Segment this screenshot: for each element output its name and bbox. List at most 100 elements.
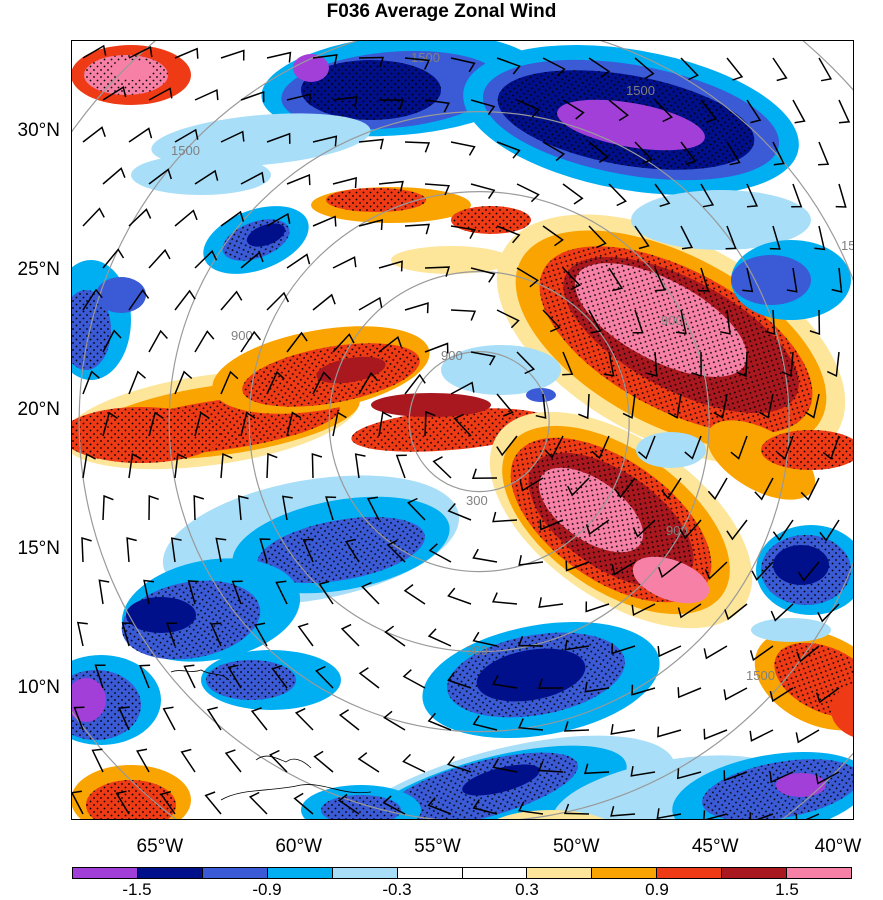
wind-barb [259, 538, 271, 563]
wind-barb [148, 87, 173, 101]
wind-barb [115, 790, 130, 815]
anomaly-region [126, 597, 196, 633]
wind-barb [516, 183, 540, 203]
range-ring [248, 191, 710, 653]
wind-barb [647, 351, 658, 377]
wind-barb [661, 477, 682, 500]
wind-barb [73, 706, 85, 731]
wind-barb [386, 539, 406, 563]
wind-barb [611, 561, 636, 576]
wind-barbs [71, 44, 851, 820]
wind-barb [772, 519, 794, 542]
wind-barb [736, 351, 748, 378]
wind-barb [610, 806, 636, 817]
wind-barb [332, 333, 355, 353]
wind-barb [776, 435, 794, 460]
wind-barb [318, 580, 334, 605]
wind-barb [496, 435, 518, 457]
wind-barb [313, 750, 334, 773]
colorbar-label: 1.5 [775, 880, 799, 899]
wind-barb [404, 57, 431, 70]
wind-barb [770, 603, 794, 622]
wind-barb [269, 749, 288, 773]
wind-barb [608, 99, 629, 122]
wind-barb [795, 813, 820, 820]
anomaly-region [773, 545, 829, 585]
wind-barb [248, 791, 268, 815]
wind-barb [384, 625, 406, 647]
wind-barb [378, 180, 404, 192]
colorbar-label: 0.9 [645, 880, 669, 899]
wind-barb [634, 225, 650, 250]
wind-barb [754, 477, 774, 501]
wind-barb [180, 748, 196, 773]
wind-barb [358, 371, 379, 395]
wind-barb [266, 212, 291, 227]
wind-barb [538, 597, 564, 608]
wind-barb [809, 309, 821, 336]
wind-barb [470, 183, 496, 200]
wind-barb [82, 44, 107, 59]
wind-barb [611, 643, 636, 655]
wind-barb [266, 132, 291, 144]
stippled-region [71, 407, 221, 463]
wind-barb [726, 141, 741, 166]
longitude-tick-label: 45°W [691, 836, 739, 857]
wind-barb [148, 411, 164, 437]
wind-barb [148, 494, 159, 521]
wind-barb [471, 468, 498, 479]
wind-barb [726, 57, 744, 81]
wind-barb [585, 601, 610, 613]
wind-barb [538, 760, 564, 773]
wind-barb [730, 435, 748, 460]
wind-barb [450, 381, 475, 395]
stippled-region [326, 188, 426, 212]
colorbar-label: -0.3 [382, 880, 412, 899]
wind-barb [562, 351, 574, 376]
wind-barb [578, 393, 590, 420]
wind-barb [312, 371, 332, 395]
wind-barb [193, 494, 205, 521]
colorbar-label: 0.3 [515, 880, 539, 899]
wind-barb [769, 771, 794, 784]
stippled-region [206, 660, 296, 700]
wind-barb [139, 664, 151, 689]
wind-barb [610, 723, 636, 735]
island-outline [255, 755, 312, 769]
colorbar-swatch [722, 868, 788, 878]
wind-barb [220, 49, 245, 61]
wind-barb [358, 667, 380, 689]
wind-barb [227, 664, 242, 689]
wind-barb [174, 453, 188, 479]
longitude-tick-label: 60°W [275, 836, 323, 857]
wind-barb [518, 555, 544, 566]
wind-barb [293, 792, 314, 815]
anomaly-region [632, 556, 710, 604]
range-ring-label: 900 [441, 348, 463, 363]
wind-barb [332, 256, 357, 269]
wind-barb [224, 749, 242, 773]
wind-barb [206, 706, 222, 731]
wind-barb [679, 519, 702, 540]
wind-barb [815, 771, 840, 785]
anomaly-region [751, 618, 831, 642]
range-ring-label: 900 [661, 313, 683, 328]
wind-barb [424, 99, 450, 113]
wind-barb [82, 453, 96, 479]
stippled-region [257, 516, 425, 584]
anomaly-region [71, 678, 106, 722]
range-ring-label: 1500 [746, 668, 775, 683]
wind-barb [795, 729, 820, 744]
wind-barb [742, 267, 754, 293]
wind-barb [797, 561, 820, 582]
longitude-tick-label: 50°W [552, 836, 600, 857]
wind-barb [630, 765, 656, 777]
wind-barb [562, 267, 581, 291]
wind-barb [220, 210, 245, 227]
anomaly-region [293, 54, 329, 82]
wind-barb [194, 330, 215, 353]
wind-barb [703, 810, 728, 820]
wind-barb [680, 57, 699, 81]
wind-barb [631, 684, 656, 696]
wind-barb [677, 687, 702, 699]
